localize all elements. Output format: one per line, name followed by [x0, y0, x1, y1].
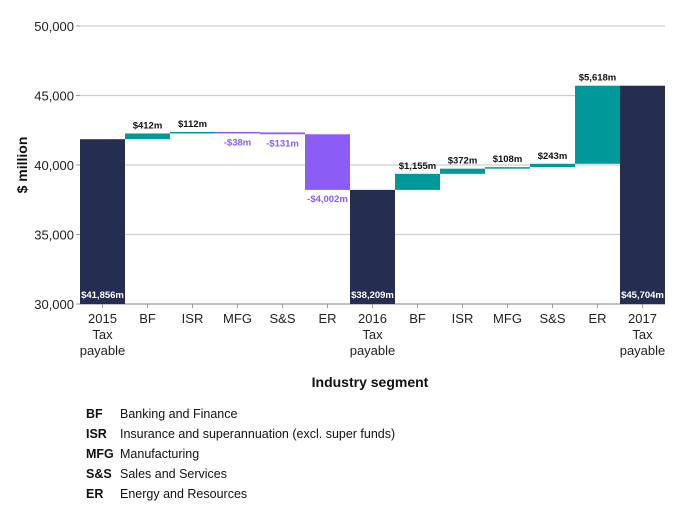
data-label: $243m — [538, 151, 568, 162]
y-axis-ticks: 30,000 35,000 40,000 45,000 50,000 — [34, 19, 74, 312]
legend-abbr: BF — [86, 407, 103, 421]
data-label: $108m — [493, 154, 523, 165]
x-tick-label: 2016 — [358, 311, 387, 326]
x-tick-label: BF — [409, 311, 426, 326]
legend-item: BF Banking and Finance — [86, 404, 395, 424]
y-tick-label: 50,000 — [34, 19, 74, 34]
data-label: -$38m — [224, 137, 251, 148]
y-tick-label: 30,000 — [34, 297, 74, 312]
x-tick-label: MFG — [223, 311, 252, 326]
x-tick-label: payable — [80, 343, 126, 358]
increase-bar — [395, 173, 440, 190]
legend-name: Energy and Resources — [120, 487, 248, 501]
y-tick-label: 45,000 — [34, 89, 74, 104]
data-label: $112m — [178, 119, 207, 130]
data-labels: $41,856m $412m $112m -$38m -$131m -$4,002m $38… — [81, 73, 664, 301]
x-tick-label: payable — [620, 343, 666, 358]
data-label: $372m — [448, 156, 478, 167]
decrease-bar — [260, 132, 305, 135]
legend-abbr: ISR — [86, 427, 107, 441]
increase-bar — [440, 168, 485, 174]
x-tick-label: ER — [588, 311, 606, 326]
data-label: -$4,002m — [307, 194, 348, 205]
legend-item: MFG Manufacturing — [86, 444, 395, 464]
y-tick-label: 35,000 — [34, 228, 74, 243]
legend-name: Insurance and superannuation (excl. supe… — [120, 427, 396, 441]
legend-item: S&S Sales and Services — [86, 464, 395, 484]
legend-item: ER Energy and Resources — [86, 484, 395, 504]
x-tick-label: BF — [139, 311, 156, 326]
data-label: $45,704m — [621, 290, 664, 301]
decrease-bar — [215, 131, 260, 134]
x-axis-label: Industry segment — [312, 374, 429, 390]
legend-name: Banking and Finance — [120, 407, 238, 421]
data-label: $41,856m — [81, 290, 124, 301]
x-tick-label: 2015 — [88, 311, 117, 326]
data-label: -$131m — [266, 138, 299, 149]
decrease-bar — [305, 134, 350, 190]
increase-bar — [485, 167, 530, 169]
y-axis-label: $ million — [14, 137, 30, 194]
legend-abbr: MFG — [86, 447, 114, 461]
total-bar — [80, 139, 125, 304]
x-tick-label: S&S — [269, 311, 295, 326]
data-label: $1,155m — [399, 161, 437, 172]
total-bar — [620, 85, 665, 304]
x-tick-label: ISR — [182, 311, 204, 326]
x-tick-label: Tax — [92, 327, 113, 342]
increase-bar — [125, 133, 170, 140]
x-tick-label: S&S — [539, 311, 565, 326]
legend: BF Banking and Finance ISR Insurance and s… — [86, 404, 395, 504]
increase-bar — [575, 85, 620, 164]
x-tick-label: ER — [318, 311, 336, 326]
legend-abbr: S&S — [86, 467, 112, 481]
x-tick-label: payable — [350, 343, 396, 358]
bars — [80, 85, 665, 304]
legend-abbr: ER — [86, 487, 104, 501]
x-tick-label: Tax — [632, 327, 653, 342]
data-label: $412m — [133, 120, 163, 131]
legend-name: Sales and Services — [120, 467, 228, 481]
x-tick-label: ISR — [452, 311, 474, 326]
increase-bar — [170, 131, 215, 134]
legend-item: ISR Insurance and superannuation (excl. s… — [86, 424, 395, 444]
total-bar — [350, 189, 395, 304]
x-tick-label: MFG — [493, 311, 522, 326]
x-tick-label: 2017 — [628, 311, 657, 326]
y-tick-label: 40,000 — [34, 158, 74, 173]
x-tick-label: Tax — [362, 327, 383, 342]
data-label: $38,209m — [351, 290, 394, 301]
data-label: $5,618m — [579, 73, 617, 84]
increase-bar — [530, 163, 575, 168]
legend-name: Manufacturing — [120, 447, 200, 461]
